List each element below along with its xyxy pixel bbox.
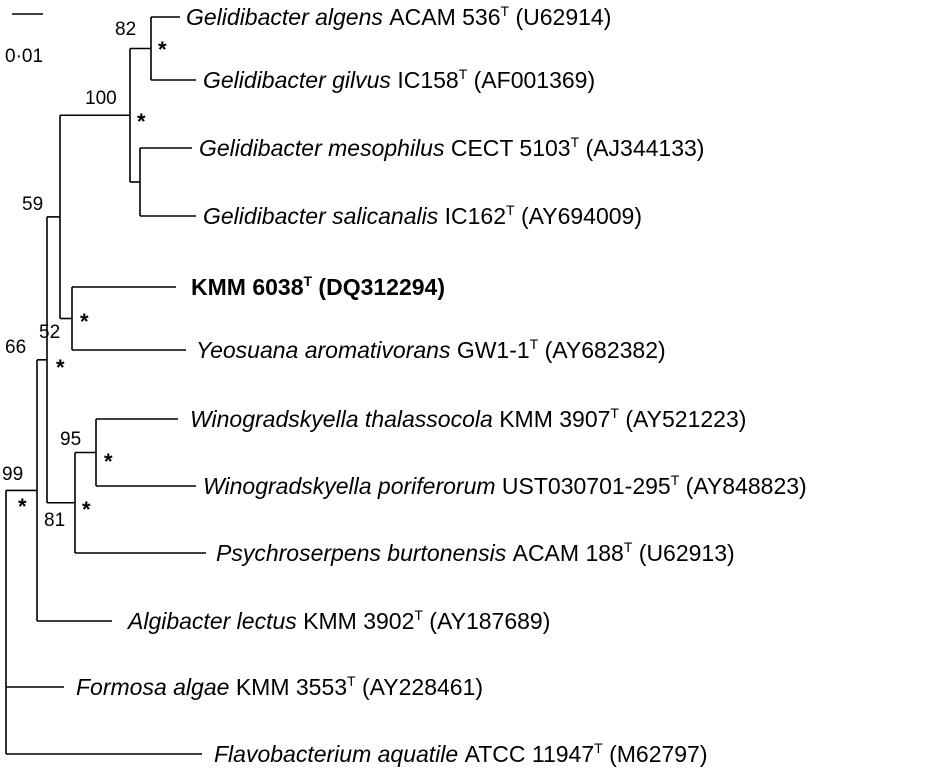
scale-bar: 0·01	[5, 13, 43, 67]
type-strain-superscript: T	[530, 336, 539, 352]
type-strain-superscript: T	[671, 472, 680, 488]
asterisk-marker-n_gel: *	[137, 109, 146, 134]
taxon-label: Winogradskyella poriferorum UST030701-29…	[203, 472, 807, 499]
asterisk-marker-n_gel_ag: *	[158, 37, 167, 62]
taxon-label: Formosa algae KMM 3553T (AY228461)	[76, 673, 483, 700]
taxon-accession: (AY694009)	[515, 203, 642, 229]
taxon-label: Psychroserpens burtonensis ACAM 188T (U6…	[216, 539, 735, 566]
taxon-label: Yeosuana aromativorans GW1-1T (AY682382)	[196, 336, 666, 363]
bootstrap-value-n_kmm_yeo: 52	[39, 322, 60, 343]
taxon-strain: IC158	[397, 67, 458, 93]
asterisk-marker-n_wino: *	[104, 449, 113, 474]
taxon-species-name: Formosa algae	[76, 674, 236, 700]
tree-branches	[5, 16, 206, 755]
taxon-species-name: Gelidibacter mesophilus	[199, 135, 451, 161]
taxon-species-name: Winogradskyella thalassocola	[190, 406, 499, 432]
taxon-accession: (AJ344133)	[579, 135, 704, 161]
asterisk-marker-n_big: *	[56, 355, 65, 380]
taxon-label: Flavobacterium aquatile ATCC 11947T (M62…	[214, 740, 708, 767]
type-strain-superscript: T	[610, 405, 619, 421]
taxon-species-name: Algibacter lectus	[126, 608, 303, 634]
bootstrap-value-n_wino: 95	[60, 429, 81, 450]
type-strain-superscript: T	[303, 273, 312, 289]
taxon-accession: (AF001369)	[467, 67, 595, 93]
bootstrap-value-n_wino_psy: 81	[44, 510, 65, 531]
taxon-species-name: Gelidibacter gilvus	[203, 67, 397, 93]
taxon-species-name: Flavobacterium aquatile	[214, 741, 465, 767]
taxon-strain: ATCC 11947	[465, 741, 595, 767]
taxon-strain: KMM 6038	[191, 274, 304, 300]
taxon-label: Algibacter lectus KMM 3902T (AY187689)	[126, 607, 550, 634]
bootstrap-value-n_gel_kmm: 59	[22, 194, 43, 215]
taxon-label: KMM 6038T (DQ312294)	[191, 273, 445, 300]
bootstrap-value-n_root: 99	[2, 464, 23, 485]
taxon-accession: (DQ312294)	[312, 274, 445, 300]
taxon-label: Gelidibacter salicanalis IC162T (AY69400…	[203, 202, 642, 229]
type-strain-superscript: T	[459, 66, 468, 82]
taxon-strain: IC162	[445, 203, 506, 229]
type-strain-superscript: T	[506, 202, 515, 218]
taxon-species-name: Gelidibacter salicanalis	[203, 203, 445, 229]
taxon-accession: (AY848823)	[679, 473, 806, 499]
taxon-label: Winogradskyella thalassocola KMM 3907T (…	[190, 405, 746, 432]
type-strain-superscript: T	[624, 539, 633, 555]
support-values: 82 100 59 52 95 81 66 99 * * * * * * *	[2, 19, 167, 531]
bootstrap-value-n_big: 66	[5, 337, 26, 358]
taxon-strain: KMM 3553	[236, 674, 347, 700]
taxon-accession: (AY521223)	[619, 406, 746, 432]
scale-bar-label: 0·01	[5, 46, 43, 67]
taxon-labels: Gelidibacter algens ACAM 536T (U62914)Ge…	[76, 3, 807, 767]
taxon-strain: ACAM 536	[389, 4, 500, 30]
taxon-label: Gelidibacter algens ACAM 536T (U62914)	[186, 3, 611, 30]
type-strain-superscript: T	[347, 673, 356, 689]
taxon-accession: (AY682382)	[538, 337, 665, 363]
taxon-species-name: Winogradskyella poriferorum	[203, 473, 502, 499]
taxon-accession: (AY228461)	[356, 674, 483, 700]
taxon-species-name: Psychroserpens burtonensis	[216, 540, 513, 566]
asterisk-marker-n_root: *	[18, 494, 27, 519]
taxon-accession: (U62914)	[509, 4, 611, 30]
taxon-strain: GW1-1	[457, 337, 530, 363]
taxon-accession: (U62913)	[632, 540, 734, 566]
asterisk-marker-n_wino_psy: *	[82, 497, 91, 522]
taxon-label: Gelidibacter gilvus IC158T (AF001369)	[203, 66, 595, 93]
type-strain-superscript: T	[571, 134, 580, 150]
taxon-strain: KMM 3907	[499, 406, 610, 432]
taxon-species-name: Gelidibacter algens	[186, 4, 389, 30]
taxon-accession: (M62797)	[603, 741, 708, 767]
type-strain-superscript: T	[501, 3, 510, 19]
taxon-strain: UST030701-295	[502, 473, 671, 499]
bootstrap-value-n_gel_ag: 82	[115, 19, 136, 40]
taxon-species-name: Yeosuana aromativorans	[196, 337, 457, 363]
bootstrap-value-n_gel: 100	[85, 88, 117, 109]
taxon-strain: ACAM 188	[513, 540, 624, 566]
taxon-strain: KMM 3902	[303, 608, 414, 634]
type-strain-superscript: T	[594, 740, 603, 756]
taxon-label: Gelidibacter mesophilus CECT 5103T (AJ34…	[199, 134, 704, 161]
taxon-accession: (AY187689)	[423, 608, 550, 634]
asterisk-marker-n_kmm_yeo: *	[80, 309, 89, 334]
taxon-strain: CECT 5103	[451, 135, 571, 161]
type-strain-superscript: T	[414, 607, 423, 623]
